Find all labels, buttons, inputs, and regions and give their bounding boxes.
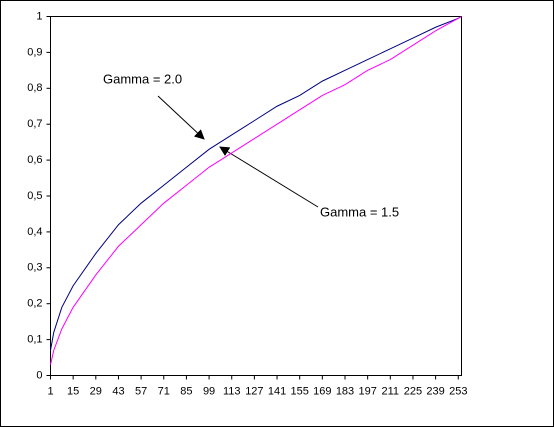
x-tick-label: 85 <box>180 385 192 397</box>
series-line <box>50 16 462 365</box>
y-tick-label: 1 <box>36 10 42 22</box>
x-tick-label: 57 <box>135 385 147 397</box>
x-tick-label: 43 <box>112 385 124 397</box>
y-tick-label: 0,7 <box>27 118 42 130</box>
x-tick-label: 253 <box>449 385 467 397</box>
x-tick-label: 127 <box>245 385 263 397</box>
y-tick-label: 0 <box>36 369 42 381</box>
annotation-arrow <box>157 95 205 140</box>
y-tick-label: 0,2 <box>27 298 42 310</box>
series-line <box>50 16 462 351</box>
y-tick-label: 0,8 <box>27 82 42 94</box>
x-tick-label: 239 <box>426 385 444 397</box>
x-tick-label: 113 <box>223 385 241 397</box>
y-tick-label: 0,3 <box>27 262 42 274</box>
x-tick-label: 155 <box>291 385 309 397</box>
annotation: Gamma = 2.0 <box>103 71 182 86</box>
x-tick-label: 225 <box>404 385 422 397</box>
annotation-arrow <box>219 146 319 208</box>
annotation: Gamma = 1.5 <box>320 204 399 219</box>
x-tick-label: 29 <box>90 385 102 397</box>
x-tick-label: 169 <box>313 385 331 397</box>
x-tick-label: 99 <box>203 385 215 397</box>
y-tick-label: 0,9 <box>27 46 42 58</box>
x-tick-label: 197 <box>358 385 376 397</box>
y-tick-label: 0,6 <box>27 154 42 166</box>
y-tick-label: 0,5 <box>27 190 42 202</box>
x-tick-label: 1 <box>47 385 53 397</box>
x-tick-label: 141 <box>268 385 286 397</box>
plot-area <box>50 16 462 376</box>
x-tick-label: 15 <box>67 385 79 397</box>
x-tick-label: 183 <box>336 385 354 397</box>
x-tick-label: 211 <box>382 385 400 397</box>
x-tick-label: 71 <box>158 385 170 397</box>
y-tick-label: 0,1 <box>27 334 42 346</box>
y-tick-label: 0,4 <box>27 226 42 238</box>
